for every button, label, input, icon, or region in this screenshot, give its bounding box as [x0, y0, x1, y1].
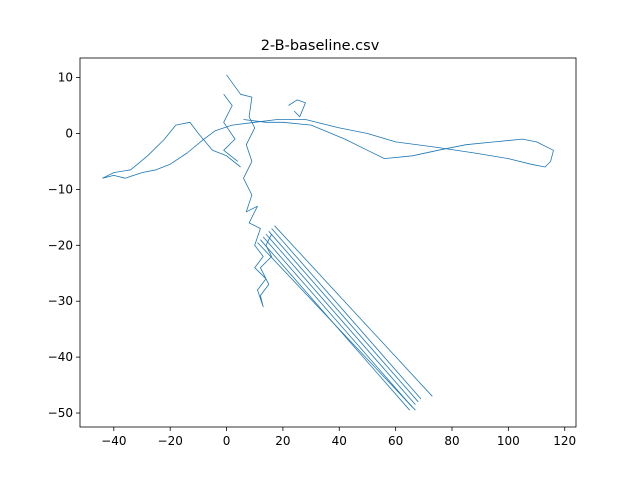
series-line-segment [243, 119, 554, 162]
series-line-segment [226, 74, 273, 308]
series-line-segment [102, 119, 551, 179]
series-line-segment [288, 99, 306, 118]
y-tick-label: −40 [48, 350, 73, 364]
x-tick-label: 100 [497, 434, 520, 448]
series-line-segment [262, 236, 413, 408]
series-line-segment [274, 225, 433, 397]
x-tick-label: 40 [332, 434, 347, 448]
x-tick-label: 80 [444, 434, 459, 448]
series-line-segment [223, 94, 239, 162]
chart-title: 2-B-baseline.csv [261, 38, 380, 54]
y-tick-label: −30 [48, 294, 73, 308]
x-tick-label: −40 [101, 434, 126, 448]
series-line-segment [102, 121, 241, 179]
series-line-segment [257, 242, 416, 411]
x-tick-label: −20 [158, 434, 183, 448]
y-tick-label: 0 [65, 126, 73, 140]
series-line-segment [268, 231, 419, 403]
x-tick-label: 60 [388, 434, 403, 448]
x-tick-label: 120 [553, 434, 576, 448]
series-line-segment [265, 233, 416, 405]
series-lines [102, 74, 554, 411]
y-tick-label: −10 [48, 182, 73, 196]
x-axis: −40 −20 0 20 40 60 80 100 120 [101, 427, 576, 448]
y-tick-label: −20 [48, 238, 73, 252]
y-tick-label: 10 [58, 71, 73, 85]
plot-frame [79, 57, 577, 428]
y-axis: 10 0 −10 −20 −30 −40 −50 [48, 71, 80, 420]
x-tick-label: 0 [223, 434, 231, 448]
x-tick-label: 20 [275, 434, 290, 448]
y-tick-label: −50 [48, 406, 73, 420]
series-line-segment [271, 228, 422, 400]
